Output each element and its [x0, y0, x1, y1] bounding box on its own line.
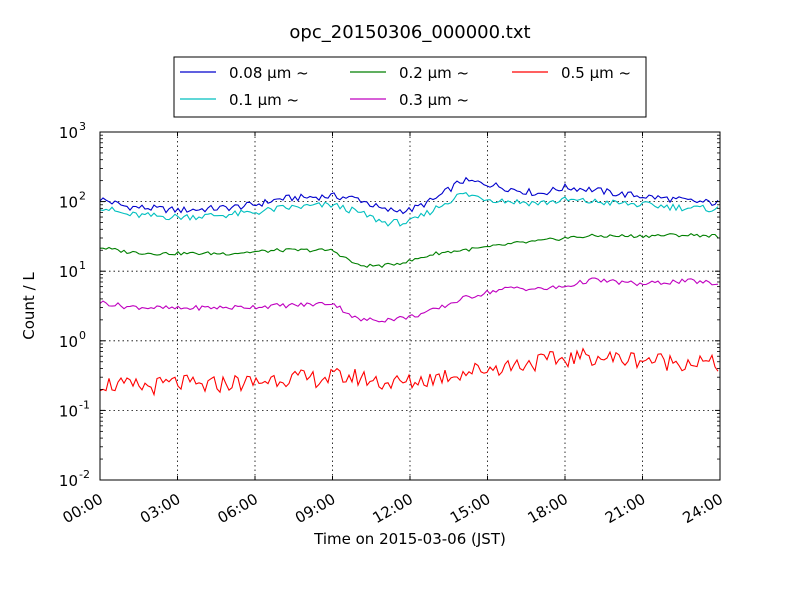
y-tick-label-base: 10 — [59, 402, 78, 420]
y-tick-label: 10 -1 — [59, 398, 90, 420]
x-tick-label: 18:00 — [525, 490, 571, 527]
series-line-3 — [99, 277, 719, 323]
grid — [100, 132, 720, 480]
series-line-2 — [100, 233, 719, 269]
y-axis-label: Count / L — [20, 272, 38, 340]
y-tick-label-exp: 3 — [79, 120, 86, 133]
x-axis-label: Time on 2015-03-06 (JST) — [313, 530, 506, 548]
x-tick-labels: 00:00 03:00 06:00 09:00 12:00 15:00 18:00 21:00… — [60, 490, 726, 527]
y-tick-label-exp: 0 — [79, 329, 86, 342]
y-tick-label-base: 10 — [59, 194, 78, 212]
series-line-0 — [99, 176, 719, 215]
y-tick-label-exp: 2 — [79, 190, 86, 203]
x-tick-label: 06:00 — [215, 490, 261, 527]
plot-frame — [99, 131, 721, 481]
y-tick-label: 10 3 — [59, 120, 86, 142]
ticks — [99, 131, 721, 481]
x-tick-label: 15:00 — [447, 490, 493, 527]
legend-label-2: 0.2 µm ~ — [399, 64, 469, 82]
legend-box — [173, 56, 647, 118]
y-tick-label-base: 10 — [59, 263, 78, 281]
y-tick-label: 10 -2 — [59, 468, 90, 490]
y-tick-label-base: 10 — [59, 124, 78, 142]
y-tick-label: 10 0 — [59, 329, 86, 351]
series-line-1 — [99, 192, 719, 227]
legend-label-4: 0.5 µm ~ — [561, 64, 631, 82]
y-tick-label-exp: -1 — [79, 398, 90, 411]
y-tick-label: 10 2 — [59, 190, 86, 212]
x-tick-label: 09:00 — [292, 490, 338, 527]
x-tick-label: 12:00 — [370, 490, 416, 527]
y-tick-label-base: 10 — [59, 333, 78, 351]
y-tick-label-base: 10 — [59, 472, 78, 490]
y-tick-label: 10 1 — [59, 259, 86, 281]
series-line-4 — [99, 347, 719, 397]
series-lines — [99, 176, 719, 397]
chart-title: opc_20150306_000000.txt — [289, 22, 530, 43]
x-tick-label: 21:00 — [602, 490, 648, 527]
legend-label-0: 0.08 µm ~ — [229, 64, 309, 82]
x-tick-label: 24:00 — [680, 490, 726, 527]
legend-label-3: 0.3 µm ~ — [399, 91, 469, 109]
x-tick-label: 03:00 — [137, 490, 183, 527]
y-tick-label-exp: -2 — [79, 468, 90, 481]
y-tick-label-exp: 1 — [79, 259, 86, 272]
legend-label-1: 0.1 µm ~ — [229, 91, 299, 109]
x-tick-label: 00:00 — [60, 490, 106, 527]
legend: 0.08 µm ~ 0.1 µm ~ 0.2 µm ~ 0.3 µm ~ 0.5 µm … — [173, 56, 647, 118]
